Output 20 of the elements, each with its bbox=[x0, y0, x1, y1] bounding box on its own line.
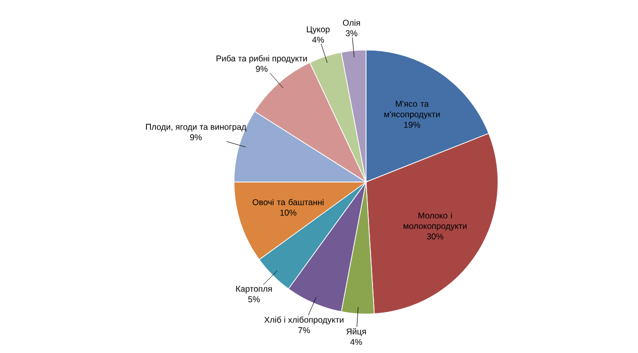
data-label: 10% bbox=[280, 210, 296, 216]
slice-label: Картопля bbox=[236, 286, 272, 294]
data-label: 9% bbox=[256, 66, 268, 72]
slice-label: Олія bbox=[342, 20, 360, 26]
slice-label: Овочі та баштанні bbox=[252, 198, 324, 206]
data-label: 4% bbox=[350, 338, 362, 345]
data-label: 5% bbox=[248, 296, 260, 302]
slice-label: М'ясо та м'ясопродукти bbox=[384, 100, 440, 119]
slice-label: Яйця bbox=[346, 328, 366, 336]
data-label: 7% bbox=[298, 327, 310, 334]
data-label: 4% bbox=[312, 36, 324, 43]
data-label: 30% bbox=[426, 233, 444, 240]
data-label: 3% bbox=[346, 30, 358, 36]
slice-label: Хліб і хлібопродукти bbox=[264, 316, 344, 324]
slice-label: Риба та рибні продукти bbox=[216, 55, 307, 64]
slice-label: Цукор bbox=[306, 26, 330, 34]
slice-label: Плоди, ягоди та виноград bbox=[146, 124, 246, 132]
slice-label: Молоко і молокопродукти bbox=[404, 212, 467, 231]
data-label: 19% bbox=[404, 122, 420, 128]
data-label: 9% bbox=[190, 134, 202, 140]
